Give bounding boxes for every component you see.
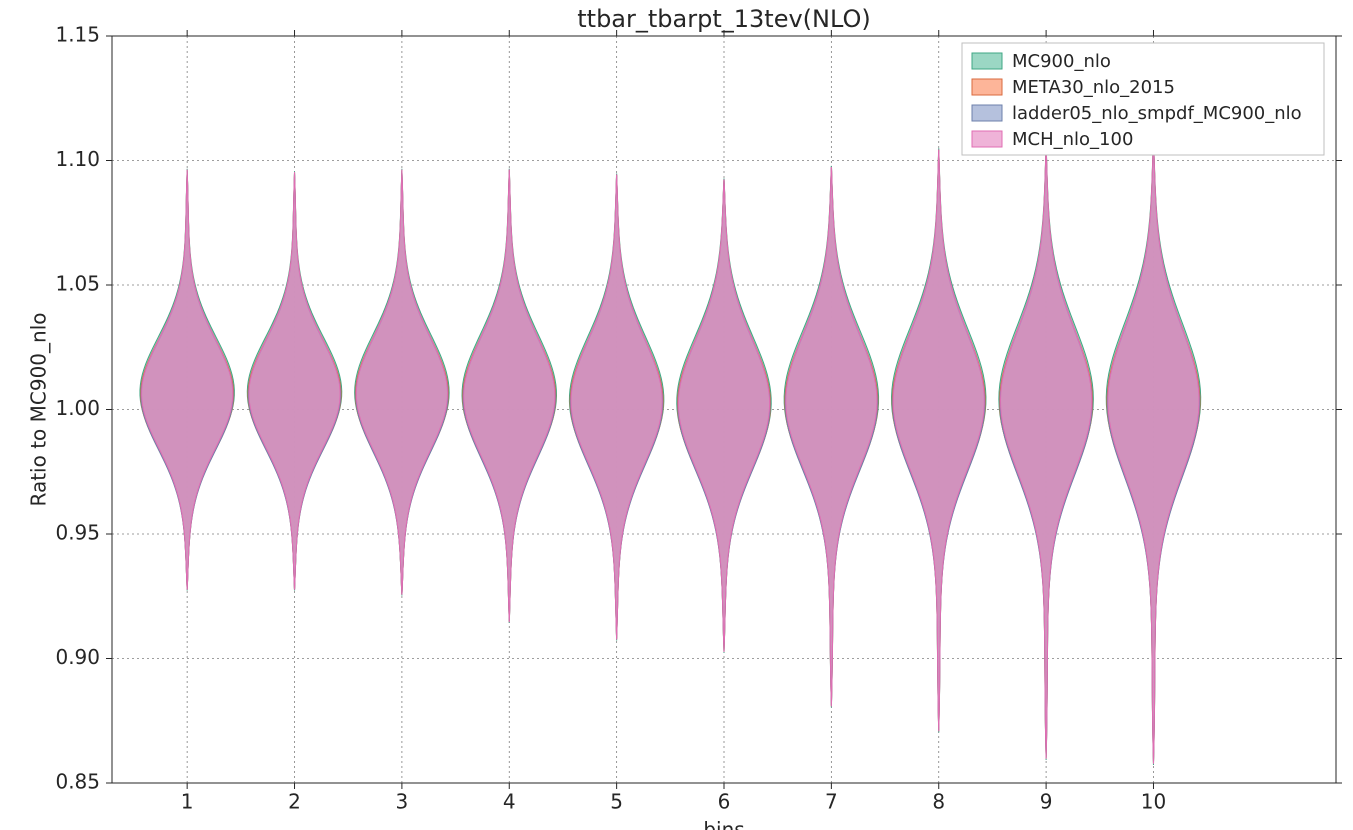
svg-text:1.00: 1.00	[55, 396, 100, 420]
violin-chart: 0.85 0.90 0.95 1.00 1.05 1.10 1.15 1 2 3 4 5 6 7 8 9 10 b…	[0, 0, 1353, 830]
svg-text:1.05: 1.05	[55, 272, 100, 296]
legend-label-1: META30_nlo_2015	[1012, 77, 1175, 98]
svg-text:0.90: 0.90	[55, 645, 100, 669]
legend-swatch-2	[972, 105, 1002, 121]
svg-text:10: 10	[1141, 790, 1166, 814]
svg-text:0.95: 0.95	[55, 521, 100, 545]
svg-text:8: 8	[932, 790, 945, 814]
legend-swatch-3	[972, 131, 1002, 147]
legend: MC900_nlo META30_nlo_2015 ladder05_nlo_smp…	[962, 43, 1324, 155]
legend-label-0: MC900_nlo	[1012, 51, 1111, 72]
svg-text:1: 1	[181, 790, 194, 814]
x-axis-label: bins	[703, 818, 744, 830]
svg-text:6: 6	[718, 790, 731, 814]
legend-swatch-1	[972, 79, 1002, 95]
legend-label-2: ladder05_nlo_smpdf_MC900_nlo	[1012, 103, 1302, 124]
svg-text:0.85: 0.85	[55, 770, 100, 794]
legend-swatch-0	[972, 53, 1002, 69]
chart-title: ttbar_tbarpt_13tev(NLO)	[577, 5, 871, 33]
svg-text:4: 4	[503, 790, 516, 814]
svg-text:3: 3	[396, 790, 409, 814]
svg-text:1.10: 1.10	[55, 147, 100, 171]
svg-text:1.15: 1.15	[55, 23, 100, 47]
y-axis-label: Ratio to MC900_nlo	[27, 312, 51, 506]
legend-label-3: MCH_nlo_100	[1012, 129, 1133, 150]
svg-text:9: 9	[1040, 790, 1053, 814]
svg-text:7: 7	[825, 790, 838, 814]
svg-text:5: 5	[610, 790, 623, 814]
svg-text:2: 2	[288, 790, 301, 814]
